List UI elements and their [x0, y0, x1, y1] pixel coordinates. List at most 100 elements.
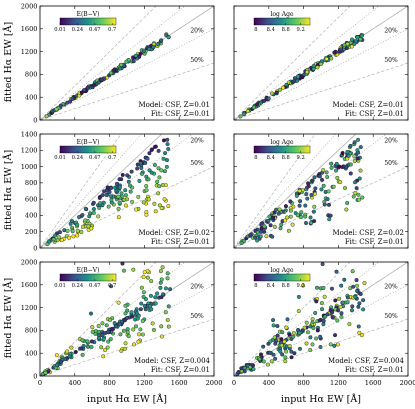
data-point	[118, 332, 123, 337]
colorbar-tick-label: 8	[254, 155, 257, 161]
colorbar-tick-label: 0.47	[89, 27, 101, 33]
data-point	[166, 324, 171, 329]
data-point	[318, 62, 323, 67]
data-point	[128, 189, 133, 194]
data-point	[330, 309, 335, 314]
data-point	[136, 194, 141, 199]
colorbar-tick-label: 0.7	[108, 155, 116, 161]
data-point	[121, 328, 126, 333]
data-point	[305, 185, 310, 190]
data-point	[271, 352, 276, 357]
data-point	[271, 216, 276, 221]
data-point	[113, 324, 118, 329]
data-point	[160, 183, 165, 188]
data-point	[140, 318, 145, 323]
data-point	[255, 230, 260, 235]
data-point	[135, 166, 140, 171]
data-point	[290, 80, 295, 85]
data-point	[270, 234, 275, 239]
data-point	[283, 359, 288, 364]
data-point	[75, 222, 80, 227]
data-point	[75, 228, 80, 233]
data-point	[342, 277, 347, 282]
data-point	[86, 224, 91, 229]
data-point	[131, 267, 136, 272]
data-point	[336, 308, 341, 313]
data-point	[292, 76, 297, 81]
colorbar-tick-label: 8	[254, 27, 257, 33]
data-point	[330, 315, 335, 320]
data-point	[268, 223, 273, 228]
data-point	[349, 308, 354, 313]
data-point	[158, 269, 163, 274]
one-to-one-line	[234, 134, 357, 248]
data-point	[155, 179, 160, 184]
y-tick-label: 2000	[21, 258, 38, 266]
data-point	[131, 327, 136, 332]
data-point	[57, 230, 62, 235]
data-point	[258, 234, 263, 239]
data-point	[77, 215, 82, 220]
data-point	[259, 226, 264, 231]
data-point	[321, 322, 326, 327]
data-point	[292, 351, 297, 356]
data-point	[119, 319, 124, 324]
data-point	[103, 348, 108, 353]
data-point	[132, 342, 137, 347]
data-point	[288, 199, 293, 204]
data-point	[153, 295, 158, 300]
data-point	[141, 290, 146, 295]
y-tick-label: 1200	[21, 304, 38, 312]
data-point	[151, 45, 156, 50]
data-point	[267, 350, 272, 355]
model-label: Model: CSF, Z=0.01	[138, 101, 210, 109]
colorbar-tick-label: 9.2	[297, 27, 305, 33]
ref-line-20-lower	[234, 28, 408, 120]
data-point	[357, 301, 362, 306]
data-point	[272, 224, 277, 229]
data-point	[284, 82, 289, 87]
data-point	[310, 342, 315, 347]
data-point	[334, 269, 339, 274]
data-point	[141, 200, 146, 205]
data-point	[123, 193, 128, 198]
x-tick-label: 1600	[171, 379, 188, 387]
data-point	[109, 71, 114, 76]
data-point	[58, 103, 63, 108]
data-point	[161, 292, 166, 297]
data-point	[309, 220, 314, 225]
data-point	[282, 339, 287, 344]
data-point	[120, 262, 125, 266]
ref-label: 20%	[190, 27, 204, 34]
data-point	[334, 168, 339, 173]
data-point	[71, 234, 76, 239]
data-point	[310, 317, 315, 322]
data-point	[62, 228, 67, 233]
data-point	[85, 85, 90, 90]
x-tick-label: 1600	[365, 379, 382, 387]
data-point	[139, 171, 144, 176]
data-point	[279, 343, 284, 348]
data-point	[342, 43, 347, 48]
data-point	[106, 329, 111, 334]
data-point	[320, 262, 325, 267]
data-point	[310, 178, 315, 183]
data-point	[288, 208, 293, 213]
data-point	[285, 215, 290, 220]
data-point	[123, 188, 128, 193]
data-point	[255, 102, 260, 107]
data-point	[346, 153, 351, 158]
data-point	[318, 345, 323, 350]
data-point	[335, 318, 340, 323]
data-point	[287, 332, 292, 337]
y-tick-label: 2000	[21, 2, 38, 10]
data-point	[165, 142, 170, 147]
data-point	[99, 345, 104, 350]
ref-label: 50%	[190, 160, 204, 167]
data-point	[356, 304, 361, 309]
data-point	[355, 156, 360, 161]
data-point	[277, 207, 282, 212]
data-point	[156, 148, 161, 153]
ref-line-50-lower	[234, 62, 408, 120]
data-point	[145, 156, 150, 161]
